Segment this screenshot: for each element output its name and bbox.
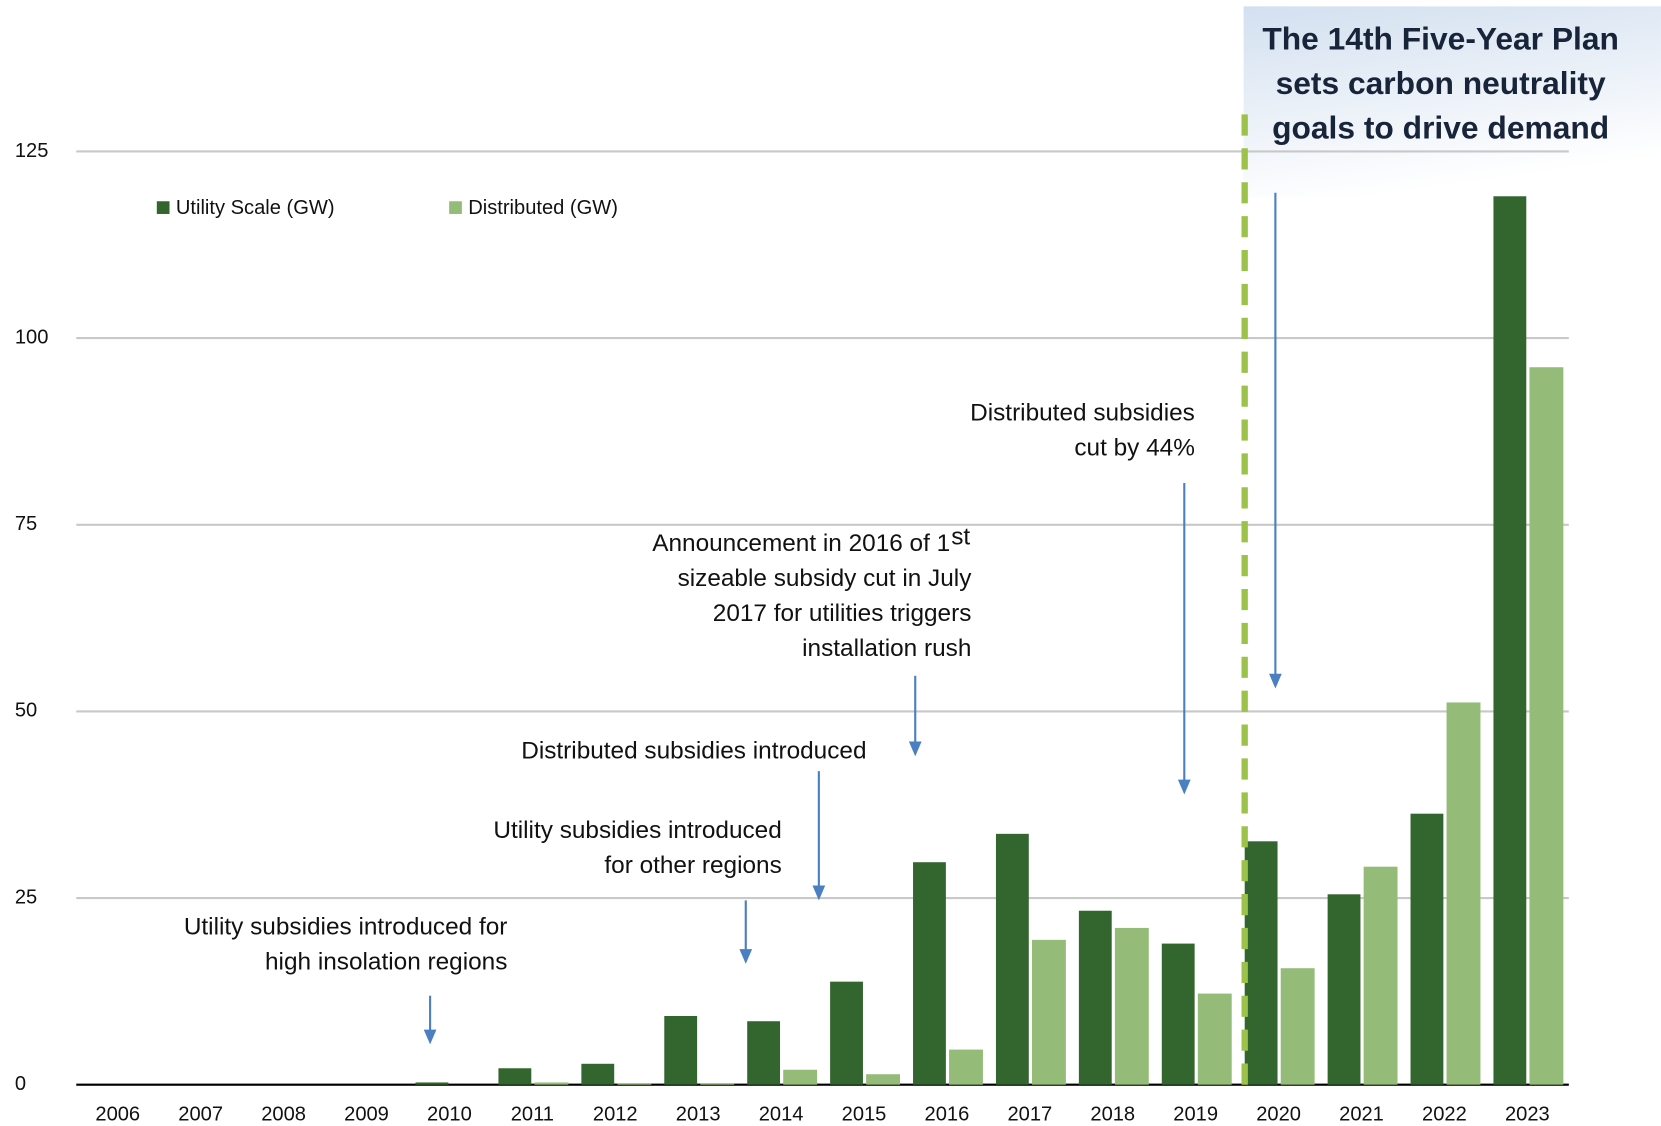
arrow-head [908,741,922,757]
x-tick-label: 2007 [178,1104,223,1126]
x-tick-label: 2018 [1090,1104,1135,1126]
annotation-text: cut by 44% [1074,435,1195,462]
bar [415,1082,449,1085]
x-tick-label: 2015 [842,1104,887,1126]
bar [1327,894,1361,1085]
x-tick-label: 2021 [1339,1104,1384,1126]
callout-text: The 14th Five-Year Plan [1262,21,1619,57]
bar [783,1069,818,1085]
bar [534,1082,569,1085]
arrow-heads [423,673,1282,1045]
bar [581,1063,615,1085]
bar [949,1049,983,1085]
bar [1363,866,1398,1085]
x-tick-label: 2019 [1173,1104,1218,1126]
x-tick-label: 2008 [261,1104,306,1126]
y-tick-label: 100 [15,326,49,348]
annotation-text: Distributed subsidies [970,400,1195,427]
annotation-text: sizeable subsidy cut in July [678,565,973,592]
x-tick-label: 2016 [925,1104,970,1126]
bar [1078,910,1112,1085]
annotation-superscript: st [951,524,970,551]
y-tick-label: 0 [15,1073,26,1095]
callout-text: goals to drive demand [1272,110,1609,146]
y-tick-label: 25 [15,886,37,908]
bar [1410,813,1444,1085]
bar [1493,196,1527,1085]
annotation-text: for other regions [604,852,781,879]
legend-swatch [156,201,170,214]
x-tick-label: 2017 [1007,1104,1052,1126]
arrow-head [812,885,826,901]
bar [1446,702,1481,1085]
x-tick-label: 2023 [1505,1104,1550,1126]
y-tick-label: 125 [15,140,49,162]
annotation-text: Utility subsidies introduced [493,817,781,844]
bar [1529,367,1564,1085]
annotations: 0 25 50 75 100 125 2006 2007 2008 2009 2010 2011 201… [15,21,1619,1126]
bar [747,1021,781,1085]
legend-swatch [449,201,462,214]
y-tick-label: 75 [15,513,37,535]
x-tick-label: 2022 [1422,1104,1467,1126]
arrow-head [739,949,753,964]
bar [1280,968,1315,1085]
annotation-text: Announcement in 2016 of 1 [652,530,950,557]
arrow-head [1177,779,1191,795]
bar [866,1074,901,1085]
bar [1114,927,1149,1085]
bar [1244,841,1278,1085]
x-tick-label: 2009 [344,1104,389,1126]
callout-box [1243,6,1661,198]
legend-label: Utility Scale (GW) [176,197,335,219]
arrow-head [1269,673,1282,689]
annotation-text: Distributed subsidies introduced [521,738,866,765]
callout-text: sets carbon neutrality [1276,65,1606,101]
x-tick-label: 2010 [427,1104,472,1126]
x-tick-label: 2013 [676,1104,721,1126]
x-tick-label: 2012 [593,1104,638,1126]
x-tick-label: 2014 [759,1104,804,1126]
x-tick-label: 2011 [511,1104,554,1126]
annotation-text: Utility subsidies introduced for [184,913,508,940]
annotation-text: high insolation regions [265,948,507,975]
x-tick-label: 2020 [1256,1104,1301,1126]
bar [1197,993,1232,1085]
bar [995,833,1029,1085]
bar [1031,939,1066,1085]
arrow-head [423,1029,437,1045]
x-tick-label: 2006 [95,1104,140,1126]
bar [498,1068,532,1085]
bar [664,1016,698,1085]
y-tick-label: 50 [15,700,37,722]
annotation-text: 2017 for utilities triggers [713,600,972,627]
bar [1161,943,1195,1085]
grid [76,150,1569,1086]
annotation-text: installation rush [802,635,971,662]
bar [700,1083,735,1085]
legend-label: Distributed (GW) [468,197,618,219]
bar [913,862,946,1085]
bars [415,196,1564,1085]
bar [617,1083,652,1085]
bar [830,981,863,1085]
